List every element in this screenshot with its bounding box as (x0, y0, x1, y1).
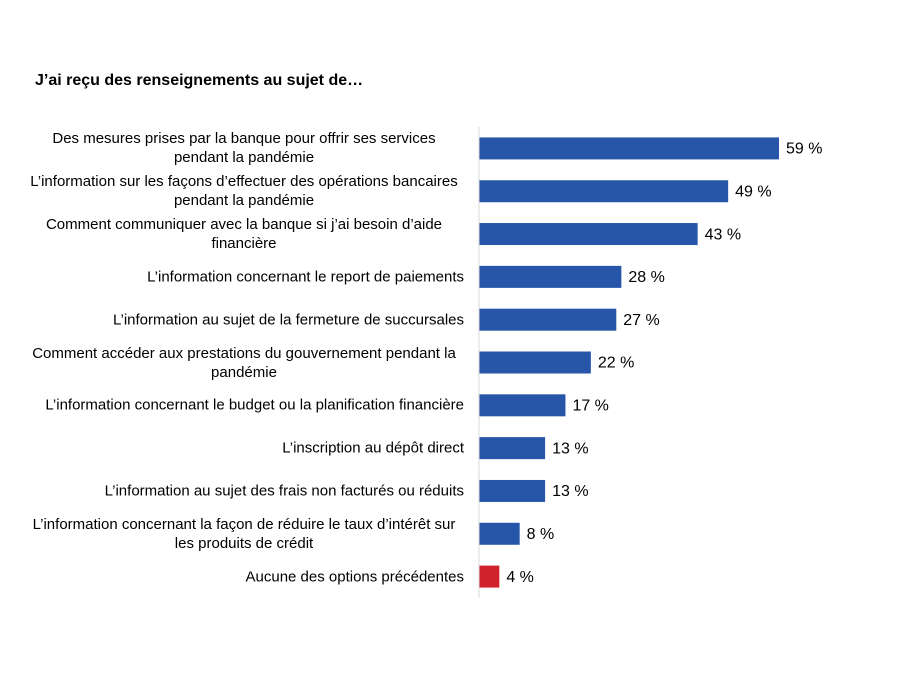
category-label: L’inscription au dépôt direct (282, 439, 464, 457)
category-label: L’information concernant le budget ou la… (45, 396, 464, 414)
bar (479, 437, 546, 460)
bar (479, 394, 566, 417)
value-label: 49 % (735, 183, 771, 200)
value-label: 28 % (628, 269, 664, 286)
category-label: Des mesures prises par la banque pour of… (52, 130, 436, 167)
category-label: L’information au sujet des frais non fac… (104, 482, 464, 500)
bar (479, 265, 622, 288)
chart-title: J’ai reçu des renseignements au sujet de… (35, 72, 364, 89)
category-label: L’information concernant le report de pa… (147, 268, 464, 286)
category-label: L’information au sujet de la fermeture d… (112, 311, 464, 329)
category-label: Aucune des options précédentes (245, 568, 465, 586)
bar (479, 479, 546, 502)
value-label: 13 % (552, 440, 588, 457)
category-label: L’information sur les façons d’effectuer… (30, 173, 458, 210)
value-label: 22 % (598, 355, 634, 372)
value-label: 4 % (506, 569, 534, 586)
value-label: 27 % (623, 312, 659, 329)
bar (479, 137, 779, 160)
bar (479, 308, 617, 331)
value-label: 43 % (705, 226, 741, 243)
bar (479, 351, 591, 374)
bar (479, 223, 698, 246)
value-label: 59 % (786, 141, 822, 158)
category-label: Comment accéder aux prestations du gouve… (32, 344, 456, 381)
category-label: Comment communiquer avec la banque si j’… (45, 216, 443, 253)
bar (479, 522, 520, 545)
value-label: 8 % (527, 526, 555, 543)
bar (479, 180, 729, 203)
value-label: 13 % (552, 483, 588, 500)
bar (479, 565, 500, 588)
value-label: 17 % (572, 398, 608, 415)
category-label: L’information concernant la façon de réd… (32, 515, 456, 552)
